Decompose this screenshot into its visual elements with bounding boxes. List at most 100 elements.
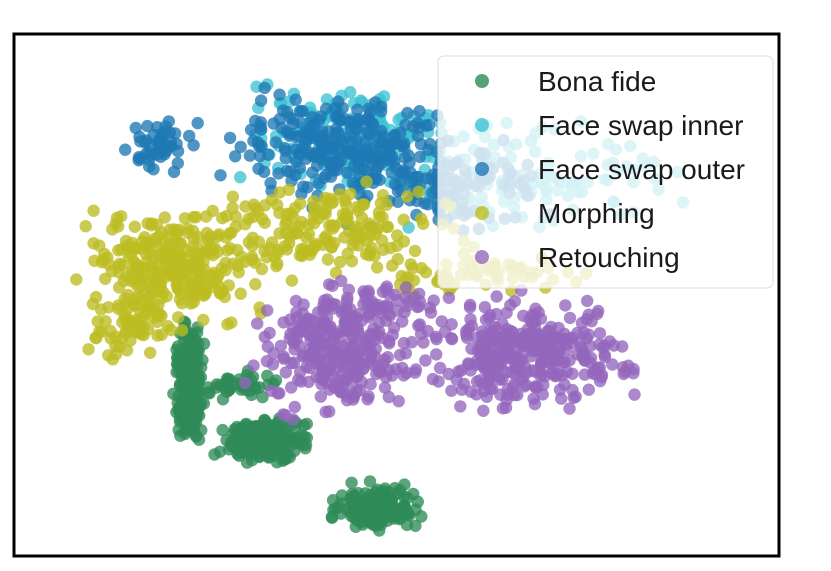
data-point <box>566 383 579 397</box>
data-point <box>282 183 295 196</box>
data-point <box>279 144 292 157</box>
data-point <box>358 503 371 516</box>
data-point <box>323 405 336 418</box>
data-point <box>87 204 100 217</box>
data-point <box>169 271 182 285</box>
data-point <box>372 153 385 166</box>
data-point <box>271 246 284 260</box>
data-point <box>329 149 342 162</box>
data-point <box>157 234 171 248</box>
data-point <box>415 212 428 225</box>
data-point <box>265 236 279 249</box>
data-point <box>258 216 271 229</box>
data-point <box>470 375 484 388</box>
data-point <box>289 435 303 448</box>
series-bona-fide <box>167 315 428 537</box>
data-point <box>256 390 269 404</box>
data-point <box>211 271 224 285</box>
data-point <box>563 311 577 325</box>
data-point <box>128 220 141 233</box>
data-point <box>155 292 168 305</box>
data-point <box>319 207 332 221</box>
data-point <box>191 116 204 130</box>
data-point <box>151 264 164 277</box>
data-point <box>173 293 187 306</box>
data-point <box>211 230 224 243</box>
data-point <box>340 351 353 365</box>
data-point <box>388 128 402 142</box>
data-point <box>478 301 492 314</box>
data-point <box>197 337 211 350</box>
data-point <box>269 136 282 149</box>
data-point <box>560 365 574 378</box>
data-point <box>279 366 292 379</box>
data-point <box>164 323 178 337</box>
data-point <box>486 382 499 396</box>
data-point <box>581 294 594 308</box>
data-point <box>95 256 109 269</box>
legend-marker <box>475 206 489 220</box>
data-point <box>140 255 153 269</box>
data-point <box>401 491 414 505</box>
data-point <box>175 324 189 337</box>
data-point <box>261 304 274 317</box>
data-point <box>318 231 331 245</box>
data-point <box>455 383 468 396</box>
legend-label: Bona fide <box>538 66 656 97</box>
data-point <box>234 171 247 184</box>
data-point <box>496 402 510 415</box>
data-point <box>332 95 345 108</box>
data-point <box>215 262 229 275</box>
data-point <box>171 357 184 371</box>
data-point <box>331 109 344 123</box>
data-point <box>255 139 268 152</box>
data-point <box>109 347 123 361</box>
data-point <box>593 327 607 340</box>
data-point <box>364 337 377 350</box>
data-point <box>223 131 237 145</box>
data-point <box>393 348 407 362</box>
data-point <box>295 215 308 229</box>
data-point <box>320 376 333 389</box>
data-point <box>419 354 432 367</box>
data-point <box>347 337 360 351</box>
data-point <box>334 497 348 510</box>
data-point <box>435 315 448 328</box>
data-point <box>225 316 238 329</box>
data-point <box>507 351 520 365</box>
data-point <box>360 175 373 188</box>
legend-marker <box>475 250 489 264</box>
data-point <box>287 334 300 348</box>
data-point <box>112 244 125 257</box>
data-point <box>132 151 146 164</box>
data-point <box>465 342 478 355</box>
data-point <box>424 172 437 186</box>
data-point <box>386 259 399 272</box>
data-point <box>327 302 340 315</box>
data-point <box>544 320 558 334</box>
data-point <box>364 488 377 501</box>
data-point <box>287 413 300 426</box>
legend-label: Morphing <box>538 198 655 229</box>
data-point <box>170 226 183 240</box>
data-point <box>182 365 195 378</box>
data-point <box>445 384 458 397</box>
data-point <box>129 257 142 270</box>
data-point <box>350 123 363 136</box>
data-point <box>241 444 255 457</box>
data-point <box>490 290 503 303</box>
data-point <box>91 315 104 328</box>
data-point <box>553 383 567 396</box>
data-point <box>485 348 498 361</box>
data-point <box>222 279 235 292</box>
data-point <box>530 339 543 352</box>
data-point <box>153 308 166 321</box>
data-point <box>518 380 531 393</box>
data-point <box>197 289 210 302</box>
data-point <box>266 358 280 371</box>
data-point <box>239 419 252 432</box>
data-point <box>335 274 348 288</box>
data-point <box>79 220 92 233</box>
data-point <box>246 231 259 244</box>
